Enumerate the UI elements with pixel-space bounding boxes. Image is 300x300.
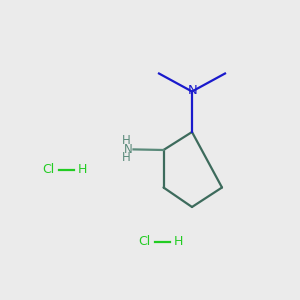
Text: N: N bbox=[124, 143, 133, 156]
Text: H: H bbox=[122, 134, 131, 148]
Text: H: H bbox=[122, 151, 131, 164]
Text: Cl: Cl bbox=[138, 235, 150, 248]
Text: Cl: Cl bbox=[42, 163, 54, 176]
Text: H: H bbox=[77, 163, 87, 176]
Text: H: H bbox=[173, 235, 183, 248]
Text: N: N bbox=[188, 84, 198, 97]
